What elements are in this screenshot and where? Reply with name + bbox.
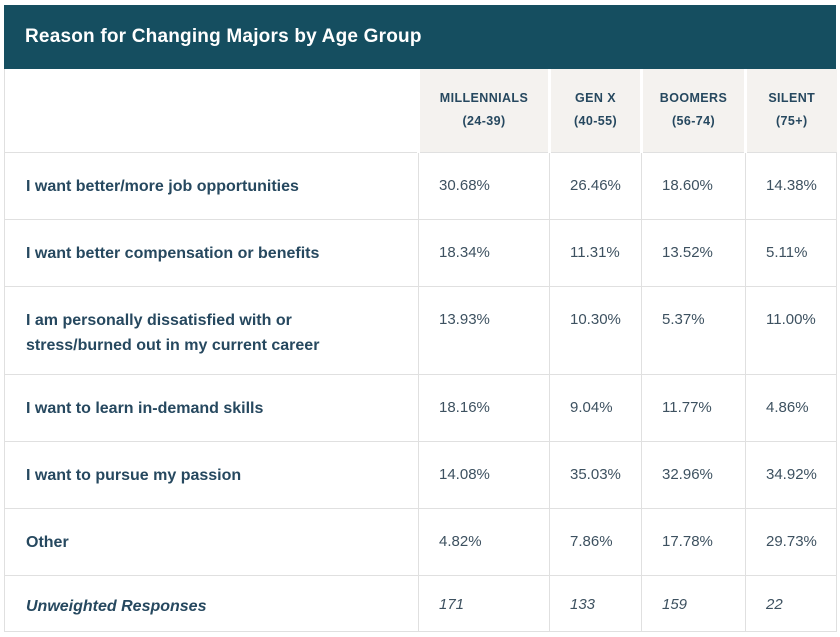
value-cell: 35.03% xyxy=(549,440,642,509)
value-cell: 5.37% xyxy=(641,285,746,375)
value-cell: 14.38% xyxy=(745,151,837,220)
value-cell: 22 xyxy=(745,574,837,632)
value-cell: 133 xyxy=(549,574,642,632)
column-header-row: MILLENNIALS (24-39) GEN X (40-55) BOOMERS (56… xyxy=(4,69,837,153)
column-header: GEN X (40-55) xyxy=(548,69,642,153)
column-name: MILLENNIALS xyxy=(439,91,529,106)
column-age-range: (56-74) xyxy=(671,114,716,129)
row-label: Unweighted Responses xyxy=(4,574,419,632)
value-cell: 30.68% xyxy=(418,151,550,220)
column-age-range: (40-55) xyxy=(573,114,618,129)
row-label: I want to learn in-demand skills xyxy=(4,373,419,442)
value-cell: 13.93% xyxy=(418,285,550,375)
survey-results-card: Reason for Changing Majors by Age Group … xyxy=(4,5,837,632)
column-name: SILENT xyxy=(768,91,816,106)
value-cell: 34.92% xyxy=(745,440,837,509)
value-cell: 18.34% xyxy=(418,218,550,287)
table-row: Unweighted Responses 171 133 159 22 xyxy=(4,574,837,632)
row-label: I want better compensation or benefits xyxy=(4,218,419,287)
value-cell: 171 xyxy=(418,574,550,632)
table-row: I want better/more job opportunities 30.6… xyxy=(4,151,837,220)
value-cell: 26.46% xyxy=(549,151,642,220)
value-cell: 14.08% xyxy=(418,440,550,509)
value-cell: 159 xyxy=(641,574,746,632)
value-cell: 18.16% xyxy=(418,373,550,442)
column-age-range: (24-39) xyxy=(462,114,506,129)
table-title: Reason for Changing Majors by Age Group xyxy=(25,26,422,47)
row-label: I want to pursue my passion xyxy=(4,440,419,509)
column-age-range: (75+) xyxy=(775,114,808,129)
column-header: SILENT (75+) xyxy=(744,69,837,153)
column-header: BOOMERS (56-74) xyxy=(640,69,746,153)
value-cell: 32.96% xyxy=(641,440,746,509)
value-cell: 7.86% xyxy=(549,507,642,576)
column-name: BOOMERS xyxy=(659,91,728,106)
column-name: GEN X xyxy=(575,91,616,106)
value-cell: 17.78% xyxy=(641,507,746,576)
value-cell: 29.73% xyxy=(745,507,837,576)
value-cell: 11.00% xyxy=(745,285,837,375)
table-row: Other 4.82% 7.86% 17.78% 29.73% xyxy=(4,507,837,576)
value-cell: 10.30% xyxy=(549,285,642,375)
value-cell: 11.31% xyxy=(549,218,642,287)
value-cell: 5.11% xyxy=(745,218,837,287)
table-row: I am personally dissatisfied with or str… xyxy=(4,285,837,375)
value-cell: 18.60% xyxy=(641,151,746,220)
value-cell: 9.04% xyxy=(549,373,642,442)
data-table: MILLENNIALS (24-39) GEN X (40-55) BOOMERS (56… xyxy=(4,69,837,632)
value-cell: 4.82% xyxy=(418,507,550,576)
table-row: I want to learn in-demand skills 18.16% 9.… xyxy=(4,373,837,442)
row-label: Other xyxy=(4,507,419,576)
value-cell: 4.86% xyxy=(745,373,837,442)
value-cell: 13.52% xyxy=(641,218,746,287)
table-title-bar: Reason for Changing Majors by Age Group xyxy=(4,5,836,69)
table-row: I want better compensation or benefits 18… xyxy=(4,218,837,287)
table-body: I want better/more job opportunities 30.6… xyxy=(4,151,837,632)
table-row: I want to pursue my passion 14.08% 35.03% 3… xyxy=(4,440,837,509)
column-header: MILLENNIALS (24-39) xyxy=(417,69,550,153)
row-label: I want better/more job opportunities xyxy=(4,151,419,220)
corner-cell xyxy=(4,69,419,153)
row-label: I am personally dissatisfied with or str… xyxy=(4,285,419,375)
value-cell: 11.77% xyxy=(641,373,746,442)
